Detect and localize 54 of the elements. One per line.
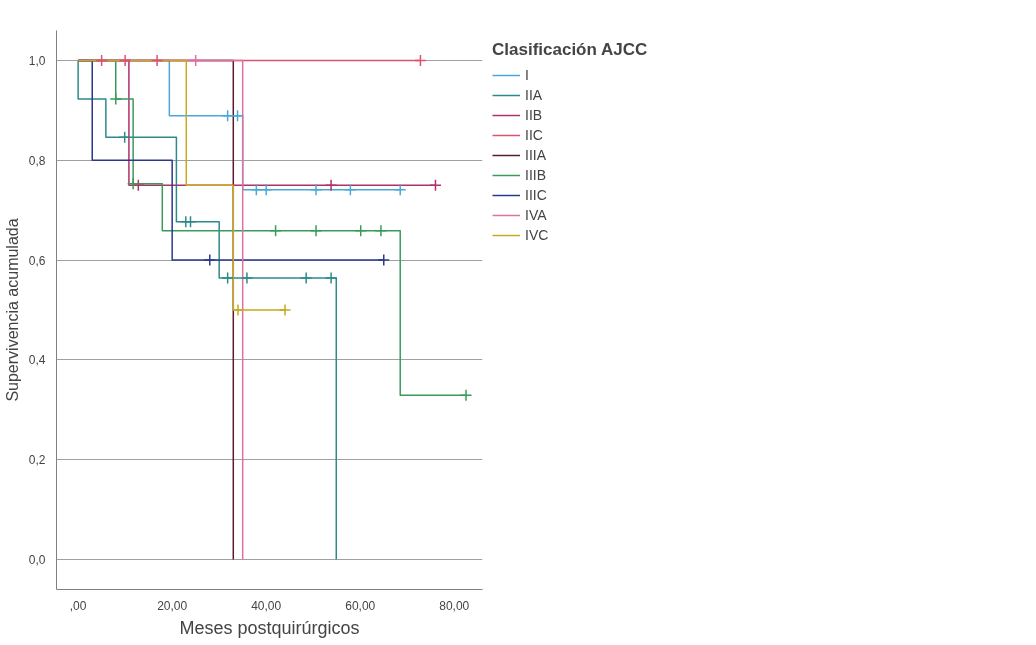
point	[393, 183, 407, 196]
legend-title: Clasificación AJCC	[492, 40, 648, 60]
y-tick-label: 0,2	[28, 453, 46, 468]
legend-label: IIC	[525, 127, 544, 143]
legend-label: IIIC	[525, 187, 547, 203]
point	[240, 271, 254, 285]
x-tick-label: 80,00	[439, 598, 470, 613]
y-tick-label: 0,4	[28, 353, 46, 368]
point	[309, 183, 323, 196]
legend-label: IVA	[525, 207, 547, 223]
x-axis-title: Meses postquirúrgicos	[179, 617, 360, 638]
point	[221, 271, 234, 285]
point	[309, 224, 323, 237]
point	[259, 183, 273, 196]
point	[221, 109, 234, 123]
legend-label: IIB	[525, 107, 544, 123]
point	[132, 178, 145, 192]
point	[95, 54, 108, 67]
point	[250, 183, 263, 196]
y-tick-label: 0,6	[28, 253, 46, 268]
point	[231, 109, 244, 123]
point	[344, 183, 357, 196]
y-tick-label: 0,8	[28, 153, 46, 168]
point	[118, 131, 131, 144]
legend-label: IIA	[525, 87, 544, 103]
legend-label: I	[525, 67, 530, 83]
x-tick-label: 40,00	[251, 598, 282, 613]
legend-label: IVC	[525, 227, 549, 243]
y-axis-title: Supervivencia acumulada	[3, 218, 21, 402]
x-tick-label: 20,00	[157, 598, 188, 613]
x-tick-label: 60,00	[345, 598, 376, 613]
point	[126, 177, 140, 190]
point	[118, 54, 132, 67]
point	[269, 224, 282, 237]
point	[414, 54, 427, 67]
point	[231, 303, 245, 317]
point	[377, 253, 391, 267]
y-tick-label: 1,0	[28, 53, 46, 68]
point	[189, 54, 202, 67]
legend-label: IIIB	[525, 167, 547, 183]
point	[150, 54, 164, 67]
point	[109, 92, 122, 106]
point	[324, 178, 338, 192]
legend-label: IIIA	[525, 147, 547, 163]
point	[203, 253, 217, 267]
point	[278, 303, 292, 317]
y-tick-label: 0,0	[28, 553, 46, 568]
point	[374, 224, 388, 237]
point	[459, 389, 473, 402]
x-tick-label: ,00	[69, 598, 87, 613]
point	[299, 271, 313, 285]
point	[354, 224, 367, 237]
point	[324, 271, 338, 285]
point	[429, 178, 442, 192]
